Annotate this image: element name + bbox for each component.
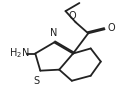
Text: N: N	[51, 28, 58, 38]
Text: H$_2$N: H$_2$N	[9, 47, 29, 60]
Text: O: O	[108, 23, 115, 33]
Text: O: O	[69, 11, 76, 21]
Text: S: S	[34, 76, 40, 86]
